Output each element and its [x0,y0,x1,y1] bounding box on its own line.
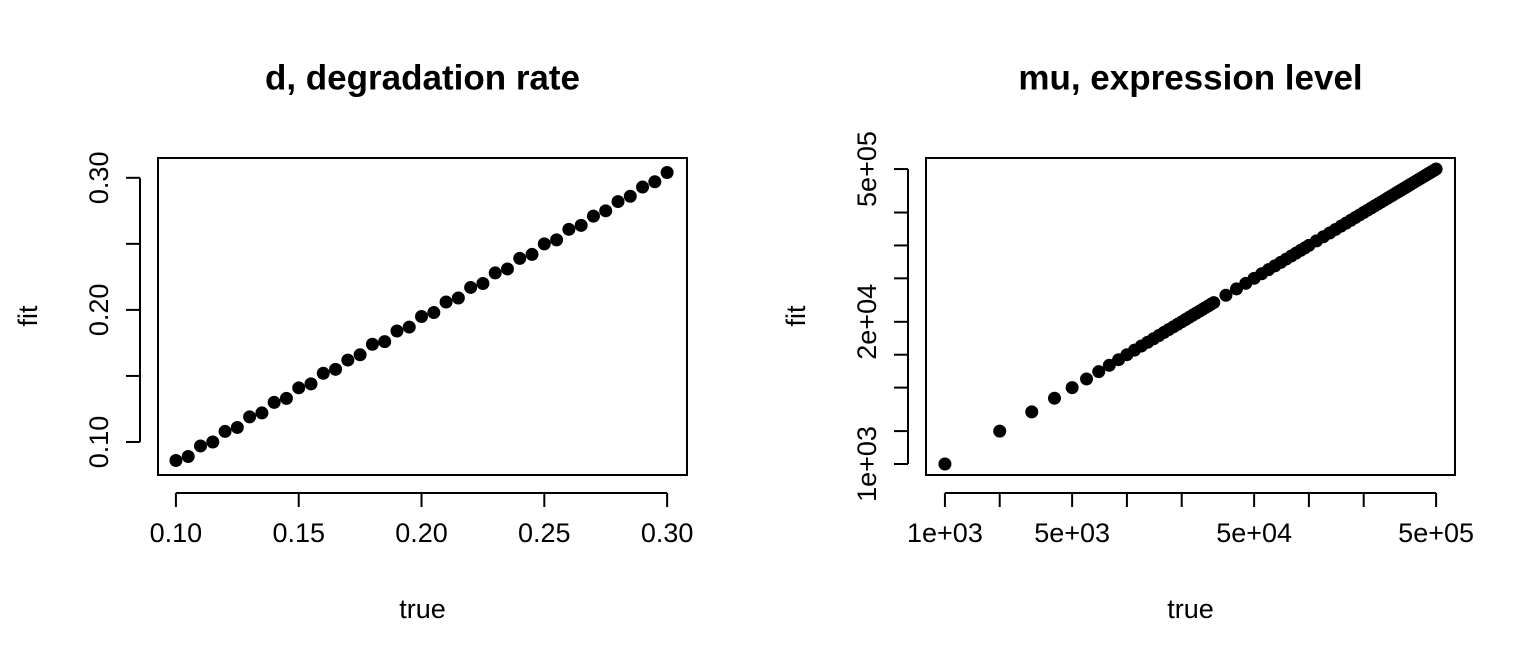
point [243,410,257,424]
point [1065,381,1079,395]
plot-box [157,157,688,476]
x-axis-label: true [399,594,446,624]
panel-title: d, degradation rate [265,58,580,97]
point [255,406,269,420]
point [1080,372,1094,386]
point [365,337,379,351]
panel-title: mu, expression level [1018,58,1362,97]
point [488,266,502,280]
point [623,189,637,203]
point [402,320,416,334]
point [439,295,453,309]
point [550,233,564,247]
point [599,204,613,218]
point [1219,288,1233,302]
point [513,251,527,265]
x-tick-label: 5e+04 [1216,518,1292,548]
point [316,366,330,380]
point [586,209,600,223]
point [464,280,478,294]
x-tick-label: 1e+03 [907,518,983,548]
point [304,377,318,391]
point [562,222,576,236]
point [525,247,539,261]
y-tick-label: 0.20 [84,284,114,337]
point [415,310,429,323]
y-tick-label: 0.30 [84,152,114,205]
x-tick-label: 0.30 [641,518,694,548]
point [267,395,281,409]
x-tick-label: 0.15 [272,518,325,548]
x-tick-label: 0.20 [395,518,448,548]
point [230,420,244,434]
point [206,435,220,449]
point [993,424,1007,438]
point [193,439,207,453]
point [636,180,650,194]
point [500,262,514,276]
point [1429,162,1443,176]
y-axis-label: fit [13,305,43,327]
y-tick-label: 0.10 [84,416,114,469]
point [341,353,355,367]
point [378,335,392,349]
y-tick-label: 5e+05 [852,131,882,207]
point [181,450,195,464]
x-tick-label: 5e+03 [1034,518,1110,548]
point [279,391,293,405]
x-tick-label: 0.10 [150,518,203,548]
y-axis-label: fit [781,305,811,327]
point [169,453,183,467]
point [476,276,490,290]
y-tick-label: 2e+04 [852,284,882,360]
plot-box [925,157,1456,476]
point [1047,391,1061,405]
point [218,424,232,438]
point [451,291,465,305]
point [574,218,588,232]
point [1092,365,1106,379]
point [1207,296,1221,310]
x-tick-label: 5e+05 [1398,518,1474,548]
x-axis-label: true [1167,594,1214,624]
point [938,457,952,471]
point [611,195,625,209]
point [648,175,662,189]
point [390,324,404,338]
y-tick-label: 1e+03 [852,426,882,502]
point [660,166,674,180]
point [427,306,441,320]
point [292,381,306,395]
point [353,348,367,362]
point [537,237,551,251]
point [329,362,343,376]
x-tick-label: 0.25 [518,518,571,548]
point [1025,405,1039,419]
